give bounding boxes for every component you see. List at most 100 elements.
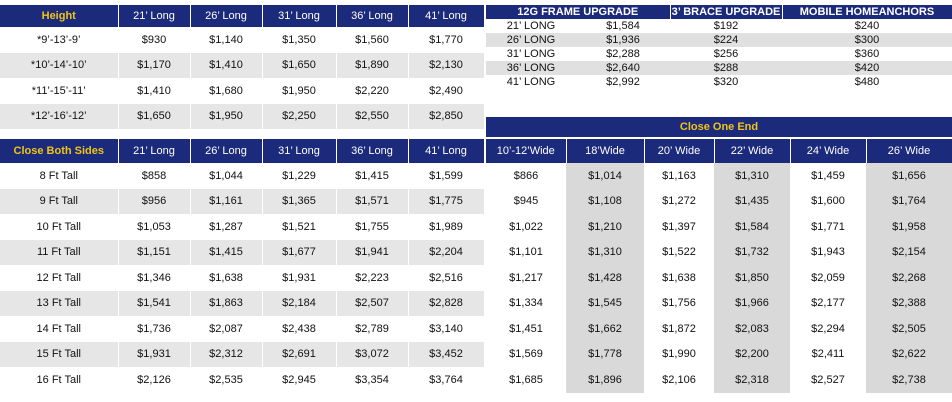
table-row: $1,451 $1,662 $1,872 $2,083 $2,294 $2,505 bbox=[486, 316, 952, 342]
table-cell: $1,850 bbox=[714, 265, 790, 291]
table-cell: $2,288 bbox=[606, 48, 640, 60]
table-cell: $2,294 bbox=[811, 322, 845, 335]
close-one-end-title: Close One End bbox=[486, 117, 952, 137]
table-cell: $1,044 bbox=[190, 163, 263, 189]
row-label: 8 Ft Tall bbox=[0, 163, 119, 189]
table-cell: $1,521 bbox=[262, 214, 337, 240]
row-label: *9’-13’-9’ bbox=[0, 27, 119, 53]
table-cell: $1,736 bbox=[118, 316, 191, 342]
table-cell: $1,310 bbox=[714, 163, 790, 189]
table-cell: $945 bbox=[513, 195, 539, 208]
table-cell: $1,599 bbox=[408, 163, 485, 189]
table-cell: $1,108 bbox=[566, 188, 644, 214]
table-cell: $2,220 bbox=[336, 78, 409, 104]
table-cell: $1,685 bbox=[509, 373, 543, 386]
height-header-col: 21’ Long bbox=[118, 5, 191, 27]
table-cell: $320 bbox=[713, 76, 739, 88]
table-cell: $2,828 bbox=[408, 290, 485, 316]
table-cell: $1,600 bbox=[811, 195, 845, 208]
table-cell: $3,354 bbox=[336, 367, 409, 393]
table-cell: $420 bbox=[782, 61, 952, 75]
table-cell: $1,770 bbox=[408, 27, 485, 53]
table-cell: $1,638 bbox=[662, 271, 696, 284]
row-label: 10 Ft Tall bbox=[0, 214, 119, 240]
table-cell: $3,140 bbox=[408, 316, 485, 342]
table-cell: $2,691 bbox=[262, 341, 337, 367]
table-row: 36’ LONG $2,640 $288 $420 bbox=[486, 61, 952, 75]
table-cell: $1,545 bbox=[566, 290, 644, 316]
table-cell: $1,755 bbox=[336, 214, 409, 240]
table-cell: $1,890 bbox=[336, 52, 409, 78]
table-cell: $956 bbox=[118, 188, 191, 214]
table-cell: $1,560 bbox=[336, 27, 409, 53]
table-cell: $2,411 bbox=[811, 348, 845, 361]
table-cell: $1,217 bbox=[509, 271, 543, 284]
frame-upgrade-header: 12G FRAME UPGRADE bbox=[486, 5, 671, 19]
table-cell: $192 bbox=[713, 20, 739, 32]
height-header-col: 26’ Long bbox=[190, 5, 263, 27]
table-cell: $2,738 bbox=[866, 367, 952, 393]
table-cell: $1,310 bbox=[566, 239, 644, 265]
table-cell: $2,204 bbox=[408, 239, 485, 265]
table-cell: $1,272 bbox=[662, 195, 696, 208]
table-cell: $1,650 bbox=[118, 103, 191, 129]
table-cell: $1,732 bbox=[714, 239, 790, 265]
table-cell: $2,388 bbox=[866, 290, 952, 316]
table-cell: $1,346 bbox=[118, 265, 191, 291]
table-cell: $2,083 bbox=[714, 316, 790, 342]
table-row: $1,334 $1,545 $1,756 $1,966 $2,177 $2,388 bbox=[486, 290, 952, 316]
table-cell: $1,451 bbox=[509, 322, 543, 335]
table-row: 14 Ft Tall $1,736 $2,087 $2,438 $2,789 $3,140 bbox=[0, 316, 485, 342]
close-both-header-col: 31’ Long bbox=[262, 139, 337, 163]
table-cell: $1,872 bbox=[662, 322, 696, 335]
table-cell: $1,966 bbox=[714, 290, 790, 316]
row-label: 14 Ft Tall bbox=[0, 316, 119, 342]
table-cell: $1,170 bbox=[118, 52, 191, 78]
table-cell: $480 bbox=[854, 76, 880, 88]
table-cell: $2,087 bbox=[190, 316, 263, 342]
close-both-header-row: Close Both Sides 21’ Long 26’ Long 31’ L… bbox=[0, 139, 485, 163]
table-cell: $2,223 bbox=[336, 265, 409, 291]
table-cell: $1,350 bbox=[262, 27, 337, 53]
table-cell: $2,438 bbox=[262, 316, 337, 342]
table-cell: $1,397 bbox=[662, 220, 696, 233]
table-row: 21’ LONG $1,584 $192 $240 bbox=[486, 19, 952, 33]
row-label: 9 Ft Tall bbox=[0, 188, 119, 214]
table-cell: $1,650 bbox=[262, 52, 337, 78]
row-label: 36’ LONG bbox=[486, 61, 576, 75]
table-cell: $2,945 bbox=[262, 367, 337, 393]
row-label: 16 Ft Tall bbox=[0, 367, 119, 393]
table-cell: $1,950 bbox=[190, 103, 263, 129]
table-cell: $256 bbox=[713, 48, 739, 60]
table-cell: $2,130 bbox=[408, 52, 485, 78]
table-row: 26’ LONG $1,936 $224 $300 bbox=[486, 33, 952, 47]
table-cell: $1,771 bbox=[811, 220, 845, 233]
table-row: *12’-16’-12’ $1,650 $1,950 $2,250 $2,550 $2,8… bbox=[0, 103, 485, 129]
close-both-header-col: 41’ Long bbox=[408, 139, 485, 163]
height-header-col: 31’ Long bbox=[262, 5, 337, 27]
table-cell: $1,941 bbox=[336, 239, 409, 265]
table-cell: $1,958 bbox=[866, 214, 952, 240]
table-cell: $2,250 bbox=[262, 103, 337, 129]
table-cell: $1,140 bbox=[190, 27, 263, 53]
table-cell: $2,516 bbox=[408, 265, 485, 291]
table-cell: $2,640 bbox=[576, 61, 670, 75]
table-row: $866 $1,014 $1,163 $1,310 $1,459 $1,656 bbox=[486, 163, 952, 189]
table-cell: $1,989 bbox=[408, 214, 485, 240]
table-cell: $2,059 bbox=[811, 271, 845, 284]
row-label: 11 Ft Tall bbox=[0, 239, 119, 265]
table-cell: $1,410 bbox=[190, 52, 263, 78]
table-cell: $1,151 bbox=[118, 239, 191, 265]
table-cell: $2,177 bbox=[811, 297, 845, 310]
table-cell: $1,931 bbox=[118, 341, 191, 367]
table-cell: $1,022 bbox=[509, 220, 543, 233]
table-cell: $2,184 bbox=[262, 290, 337, 316]
table-cell: $1,287 bbox=[190, 214, 263, 240]
table-cell: $1,229 bbox=[262, 163, 337, 189]
row-label: 12 Ft Tall bbox=[0, 265, 119, 291]
table-row: 8 Ft Tall $858 $1,044 $1,229 $1,415 $1,599 bbox=[0, 163, 485, 189]
table-cell: $1,334 bbox=[509, 297, 543, 310]
table-cell: $1,541 bbox=[118, 290, 191, 316]
table-cell: $1,931 bbox=[262, 265, 337, 291]
table-cell: $1,053 bbox=[118, 214, 191, 240]
